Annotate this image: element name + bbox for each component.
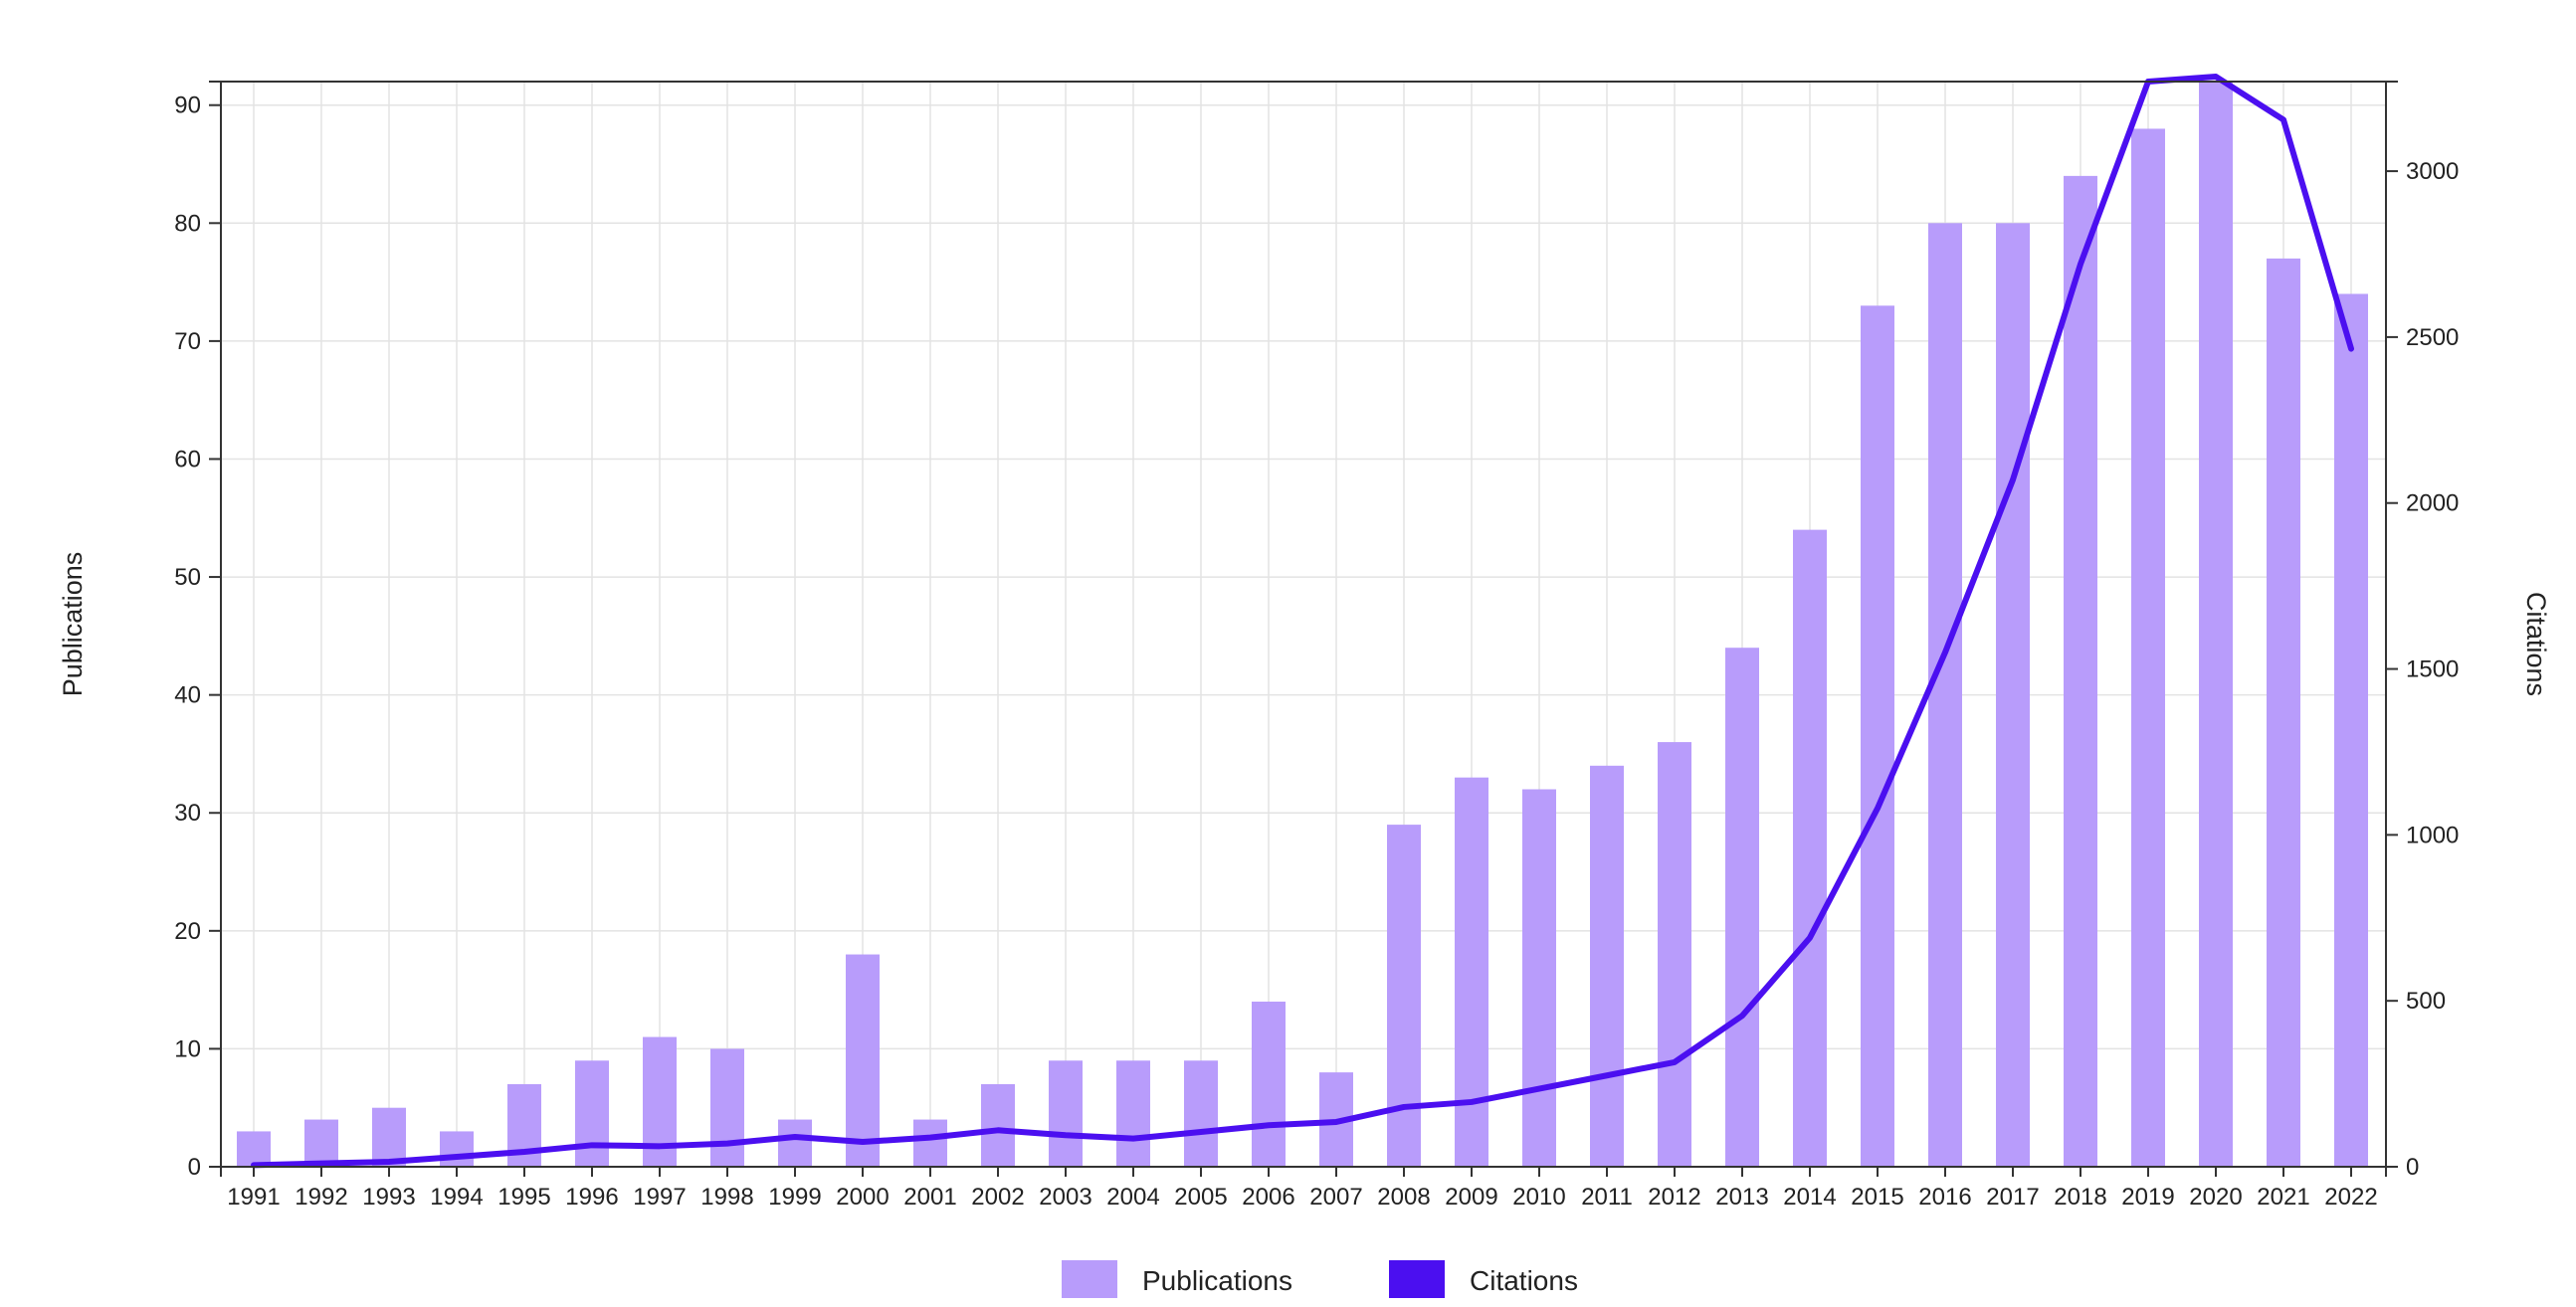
- bar-publications-2012: [1658, 742, 1691, 1167]
- y-right-tick-label: 2500: [2406, 324, 2459, 351]
- grid: [221, 82, 2386, 1168]
- x-tick-label-2010: 2010: [1512, 1184, 1565, 1211]
- x-tick-label-1991: 1991: [227, 1184, 280, 1211]
- y-left-tick-label: 50: [174, 564, 201, 591]
- bar-publications-1992: [304, 1119, 338, 1167]
- bar-publications-2005: [1184, 1060, 1218, 1167]
- x-tick-label-2019: 2019: [2121, 1184, 2174, 1211]
- y-left-tick-label: 70: [174, 328, 201, 355]
- bar-publications-2013: [1725, 648, 1759, 1167]
- bar-publications-2010: [1522, 789, 1556, 1167]
- x-tick-label-2012: 2012: [1648, 1184, 1700, 1211]
- x-tick-label-2006: 2006: [1242, 1184, 1294, 1211]
- bar-publications-2015: [1861, 305, 1894, 1168]
- x-tick-label-1995: 1995: [497, 1184, 550, 1211]
- bar-publications-2006: [1252, 1001, 1286, 1167]
- y-left-tick-label: 60: [174, 446, 201, 472]
- x-tick-label-2001: 2001: [903, 1184, 956, 1211]
- x-tick-label-2014: 2014: [1783, 1184, 1836, 1211]
- y-right-tick-label: 3000: [2406, 158, 2459, 185]
- bar-publications-1994: [440, 1131, 474, 1167]
- bar-publications-2016: [1928, 223, 1962, 1168]
- x-tick-label-2021: 2021: [2257, 1184, 2309, 1211]
- bar-publications-1998: [710, 1048, 744, 1167]
- x-tick-label-2020: 2020: [2189, 1184, 2242, 1211]
- x-tick-label-2004: 2004: [1106, 1184, 1159, 1211]
- axes: [209, 81, 2398, 1177]
- x-tick-label-2017: 2017: [1986, 1184, 2039, 1211]
- x-tick-label-1992: 1992: [295, 1184, 347, 1211]
- bar-publications-1996: [575, 1060, 609, 1167]
- bar-publications-2001: [913, 1119, 947, 1167]
- y-right-tick-label: 1000: [2406, 822, 2459, 848]
- axis-labels: 0 10 20 30 40 50 60 70 80 90 0 500 1000 1500 2000 2500 3…: [58, 93, 2551, 1211]
- y-left-tick-label: 30: [174, 800, 201, 827]
- bar-publications-2018: [2064, 175, 2097, 1167]
- y-left-tick-label: 20: [174, 918, 201, 945]
- publications-bars: [237, 82, 2368, 1168]
- legend-swatch-publications: [1062, 1260, 1117, 1298]
- y-left-tick-label: 0: [188, 1154, 201, 1181]
- y-axis-left-title: Publications: [58, 552, 88, 697]
- y-left-tick-label: 90: [174, 93, 201, 119]
- x-tick-label-2022: 2022: [2324, 1184, 2377, 1211]
- bar-publications-2004: [1116, 1060, 1150, 1167]
- x-tick-label-2003: 2003: [1039, 1184, 1091, 1211]
- x-tick-label-2015: 2015: [1851, 1184, 1903, 1211]
- legend-label-citations: Citations: [1470, 1265, 1578, 1296]
- x-tick-label-1994: 1994: [430, 1184, 483, 1211]
- bar-publications-2002: [981, 1083, 1015, 1167]
- x-tick-label-2018: 2018: [2054, 1184, 2106, 1211]
- legend-swatch-citations: [1389, 1260, 1445, 1298]
- bar-publications-2011: [1590, 765, 1624, 1167]
- x-tick-label-2000: 2000: [836, 1184, 889, 1211]
- x-tick-label-1993: 1993: [362, 1184, 415, 1211]
- bar-publications-1999: [778, 1119, 812, 1167]
- bar-publications-2008: [1387, 825, 1421, 1167]
- bar-publications-2022: [2334, 293, 2368, 1167]
- x-tick-label-2005: 2005: [1174, 1184, 1227, 1211]
- x-tick-label-1997: 1997: [633, 1184, 686, 1211]
- x-tick-label-1996: 1996: [565, 1184, 618, 1211]
- bar-publications-2000: [846, 954, 880, 1167]
- y-left-tick-label: 10: [174, 1035, 201, 1062]
- citations-line-group: [251, 73, 2354, 1169]
- legend-label-publications: Publications: [1142, 1265, 1292, 1296]
- bar-publications-2014: [1793, 529, 1827, 1167]
- line-citations: [251, 73, 2354, 1169]
- bar-publications-2017: [1996, 223, 2030, 1168]
- y-left-tick-label: 40: [174, 682, 201, 709]
- x-tick-label-1998: 1998: [700, 1184, 753, 1211]
- y-right-tick-label: 1500: [2406, 656, 2459, 683]
- y-left-tick-label: 80: [174, 210, 201, 237]
- x-tick-label-2013: 2013: [1715, 1184, 1768, 1211]
- y-right-tick-label: 2000: [2406, 490, 2459, 517]
- y-right-tick-label: 500: [2406, 988, 2446, 1015]
- bar-publications-2021: [2267, 258, 2300, 1167]
- x-tick-label-1999: 1999: [768, 1184, 821, 1211]
- x-tick-label-2007: 2007: [1309, 1184, 1362, 1211]
- x-tick-label-2002: 2002: [971, 1184, 1024, 1211]
- y-right-tick-label: 0: [2406, 1154, 2419, 1181]
- x-tick-label-2016: 2016: [1918, 1184, 1971, 1211]
- bar-publications-2019: [2131, 128, 2165, 1167]
- bar-publications-2009: [1455, 777, 1488, 1167]
- bar-publications-2020: [2199, 82, 2233, 1167]
- legend: Publications Citations: [1062, 1260, 1578, 1298]
- x-tick-label-2011: 2011: [1581, 1184, 1633, 1211]
- bar-publications-1991: [237, 1131, 271, 1167]
- bar-publications-2003: [1049, 1060, 1083, 1167]
- bar-publications-1993: [372, 1107, 406, 1167]
- y-axis-right-title: Citations: [2521, 592, 2551, 696]
- x-tick-label-2008: 2008: [1377, 1184, 1430, 1211]
- x-tick-label-2009: 2009: [1445, 1184, 1497, 1211]
